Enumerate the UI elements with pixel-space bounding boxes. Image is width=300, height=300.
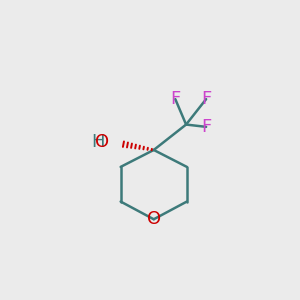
Text: H: H	[91, 133, 104, 151]
Text: O: O	[147, 210, 161, 228]
Text: F: F	[201, 118, 211, 136]
Text: F: F	[170, 90, 180, 108]
Text: O: O	[95, 133, 109, 151]
Text: F: F	[201, 90, 211, 108]
